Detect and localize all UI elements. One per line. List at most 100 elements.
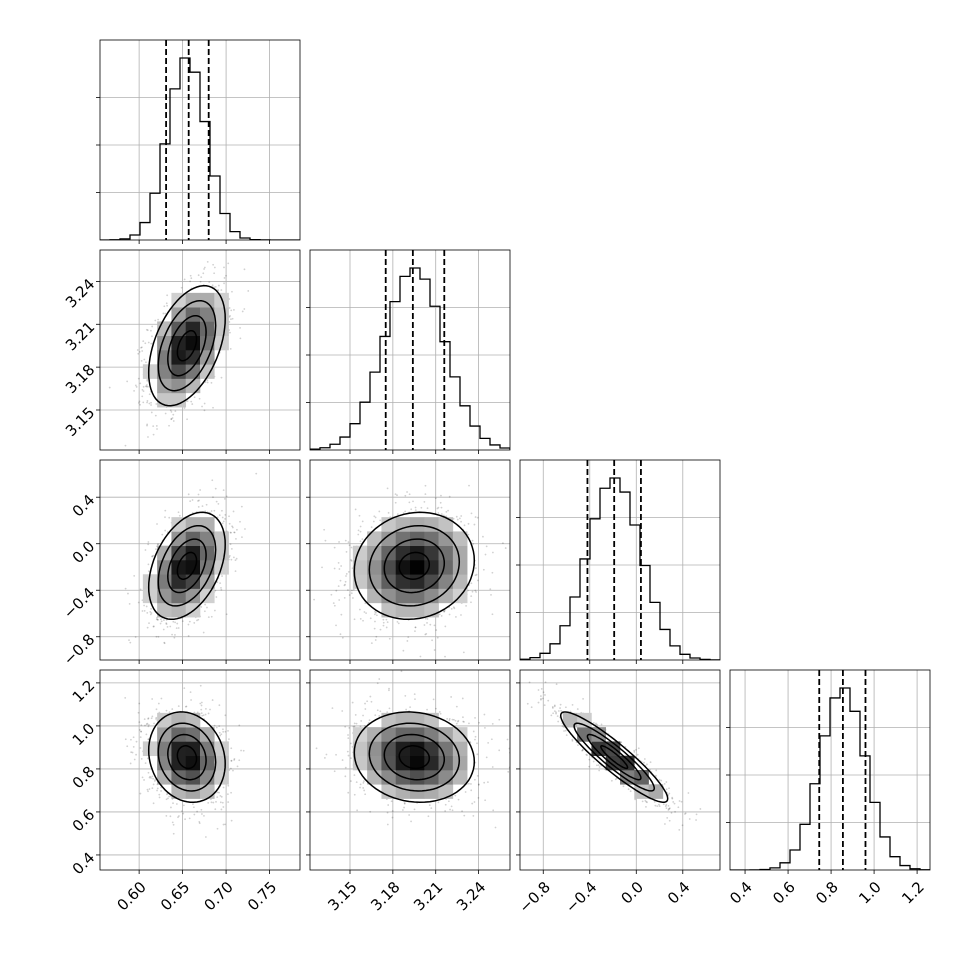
panel-2-2: [516, 460, 720, 664]
scatter-point: [230, 768, 232, 770]
scatter-point: [139, 404, 141, 406]
panel-1-0: 3.153.183.213.24: [62, 231, 300, 480]
scatter-point: [404, 511, 406, 513]
scatter-point: [449, 614, 451, 616]
scatter-point: [398, 623, 400, 625]
scatter-point: [345, 581, 347, 583]
density-cell: [424, 531, 439, 546]
scatter-point: [147, 543, 149, 545]
scatter-point: [386, 627, 388, 629]
scatter-point: [344, 584, 346, 586]
scatter-point: [475, 567, 477, 569]
scatter-point: [427, 507, 429, 509]
scatter-point: [145, 549, 147, 551]
density-cell: [186, 321, 201, 336]
scatter-point: [460, 515, 462, 517]
scatter-point: [215, 488, 217, 490]
scatter-point: [223, 787, 225, 789]
scatter-point: [351, 547, 353, 549]
scatter-point: [136, 741, 138, 743]
scatter-point: [211, 479, 213, 481]
scatter-point: [190, 699, 192, 701]
scatter-point: [325, 540, 327, 542]
scatter-point: [211, 382, 213, 384]
scatter-point: [156, 708, 158, 710]
scatter-point: [247, 290, 249, 292]
panel-content: [310, 250, 510, 450]
scatter-point: [374, 611, 376, 613]
scatter-point: [166, 294, 168, 296]
scatter-point: [150, 402, 152, 404]
scatter-point: [470, 595, 472, 597]
scatter-point: [141, 346, 143, 348]
panel-content: [100, 231, 300, 480]
scatter-point: [165, 413, 167, 415]
scatter-point: [362, 521, 364, 523]
scatter-point: [143, 779, 145, 781]
scatter-point: [189, 281, 191, 283]
scatter-point: [168, 425, 170, 427]
scatter-point: [230, 348, 232, 350]
y-tick-label: 3.21: [62, 318, 98, 354]
scatter-point: [338, 585, 340, 587]
scatter-point: [213, 272, 215, 274]
scatter-point: [351, 592, 353, 594]
scatter-point: [244, 268, 246, 270]
scatter-point: [150, 404, 152, 406]
scatter-point: [198, 500, 200, 502]
scatter-point: [353, 589, 355, 591]
scatter-point: [176, 627, 178, 629]
scatter-point: [463, 651, 465, 653]
scatter-point: [207, 802, 209, 804]
scatter-point: [335, 625, 337, 627]
scatter-point: [171, 634, 173, 636]
y-tick-label: 3.15: [62, 404, 98, 440]
scatter-point: [184, 818, 186, 820]
scatter-point: [380, 629, 382, 631]
scatter-point: [147, 790, 149, 792]
scatter-point: [126, 381, 128, 383]
scatter-point: [233, 309, 235, 311]
scatter-point: [198, 506, 200, 508]
scatter-point: [396, 494, 398, 496]
scatter-point: [193, 622, 195, 624]
scatter-point: [196, 620, 198, 622]
scatter-point: [474, 590, 476, 592]
scatter-point: [240, 337, 242, 339]
scatter-point: [435, 497, 437, 499]
scatter-point: [231, 820, 233, 822]
scatter-point: [130, 739, 132, 741]
scatter-point: [147, 436, 149, 438]
scatter-point: [221, 510, 223, 512]
panel-content: [100, 460, 300, 660]
scatter-point: [429, 624, 431, 626]
scatter-point: [148, 564, 150, 566]
scatter-point: [235, 570, 237, 572]
scatter-point: [225, 275, 227, 277]
panel-content: [305, 460, 513, 660]
panel-0-0: [96, 40, 300, 244]
scatter-point: [360, 526, 362, 528]
scatter-point: [163, 642, 165, 644]
scatter-point: [189, 817, 191, 819]
scatter-point: [161, 534, 163, 536]
scatter-point: [425, 485, 427, 487]
scatter-point: [190, 401, 192, 403]
scatter-point: [189, 621, 191, 623]
scatter-point: [220, 289, 222, 291]
scatter-point: [217, 828, 219, 830]
scatter-point: [144, 342, 146, 344]
scatter-point: [371, 526, 373, 528]
density-cell: [186, 336, 201, 351]
density-cell: [453, 574, 468, 589]
scatter-point: [214, 267, 216, 269]
density-cell: [439, 546, 454, 561]
scatter-point: [223, 489, 225, 491]
scatter-point: [128, 639, 130, 641]
scatter-point: [354, 618, 356, 620]
scatter-point: [186, 418, 188, 420]
density-cell: [186, 589, 201, 604]
scatter-point: [242, 311, 244, 313]
scatter-point: [152, 425, 154, 427]
scatter-point: [439, 614, 441, 616]
